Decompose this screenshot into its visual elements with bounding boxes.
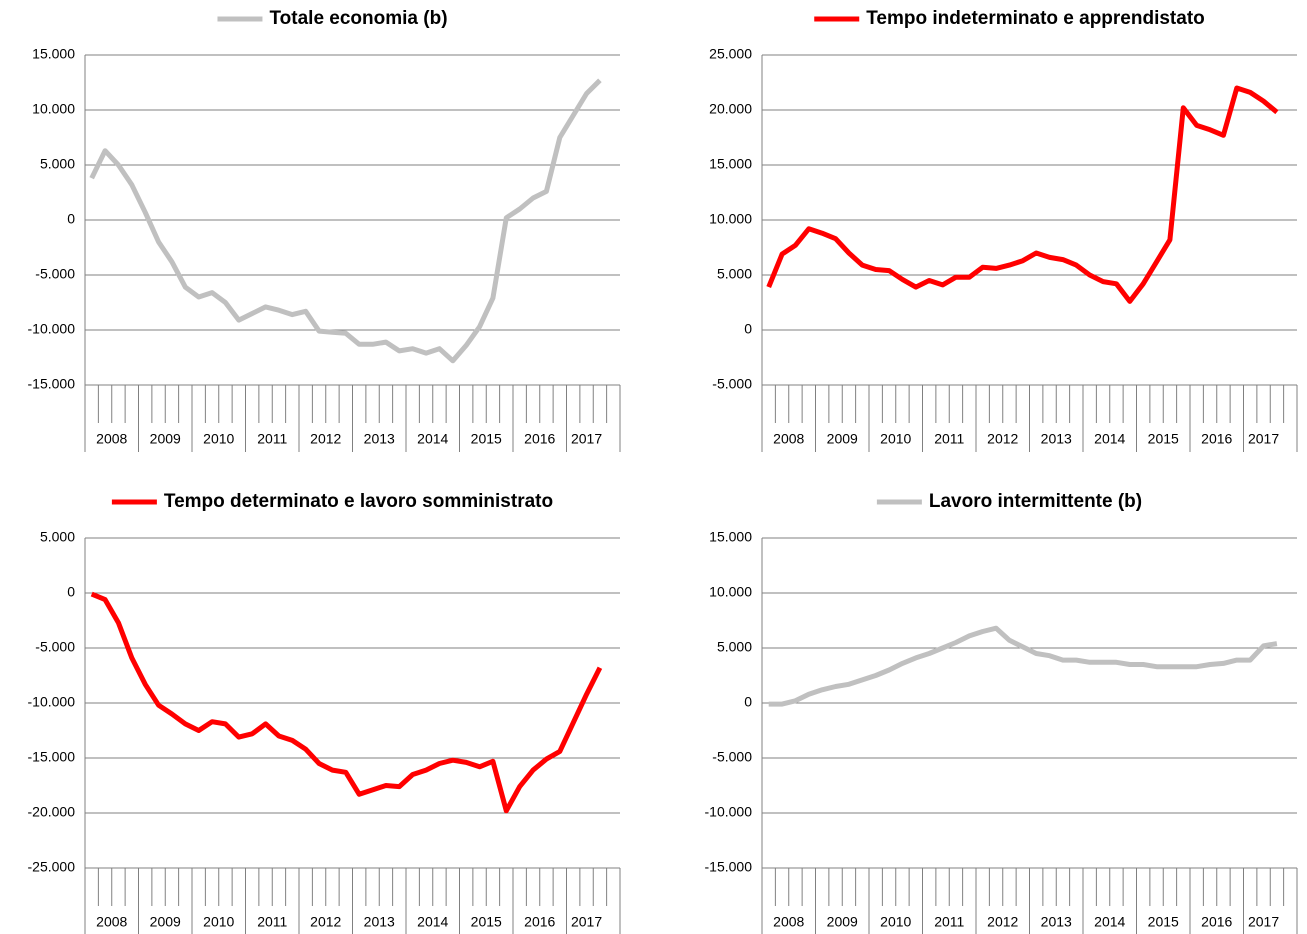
x-tick-label: 2009 (150, 431, 181, 447)
x-tick-label: 2010 (203, 914, 234, 930)
x-tick-label: 2008 (96, 431, 127, 447)
y-tick-label: 10.000 (709, 584, 752, 600)
data-line (89, 78, 602, 364)
x-tick-label: 2010 (203, 431, 234, 447)
y-tick-label: 5.000 (40, 156, 75, 172)
data-line (90, 591, 603, 814)
y-tick-label: -5.000 (35, 639, 75, 655)
data-line (768, 625, 1278, 707)
y-tick-label: 15.000 (709, 529, 752, 545)
y-tick-label: -20.000 (28, 804, 76, 820)
x-tick-label: 2017 (571, 431, 602, 447)
y-tick-label: 20.000 (709, 101, 752, 117)
legend-label: Tempo indeterminato e apprendistato (866, 8, 1205, 29)
x-tick-label: 2016 (1201, 431, 1232, 447)
y-tick-label: 5.000 (717, 639, 752, 655)
y-tick-label: -15.000 (28, 749, 76, 765)
x-tick-label: 2017 (571, 914, 602, 930)
y-tick-label: -10.000 (28, 694, 76, 710)
legend-label: Totale economia (b) (269, 8, 447, 29)
y-tick-label: 10.000 (32, 101, 75, 117)
y-tick-label: 15.000 (709, 156, 752, 172)
x-tick-label: 2015 (1148, 914, 1179, 930)
x-tick-label: 2008 (773, 431, 804, 447)
y-tick-label: -10.000 (28, 321, 76, 337)
y-tick-label: 0 (67, 584, 75, 600)
y-tick-label: 0 (744, 694, 752, 710)
x-tick-label: 2013 (1041, 431, 1072, 447)
x-tick-label: 2013 (364, 431, 395, 447)
x-tick-label: 2015 (1148, 431, 1179, 447)
x-tick-label: 2011 (257, 431, 287, 447)
x-tick-label: 2011 (257, 914, 287, 930)
x-tick-label: 2016 (1201, 914, 1232, 930)
x-tick-label: 2010 (880, 914, 911, 930)
x-tick-label: 2015 (471, 431, 502, 447)
x-tick-label: 2017 (1248, 431, 1279, 447)
data-line (766, 85, 1279, 304)
y-tick-label: -25.000 (28, 859, 76, 875)
x-tick-label: 2013 (364, 914, 395, 930)
y-tick-label: -5.000 (35, 266, 75, 282)
x-tick-label: 2011 (934, 431, 964, 447)
y-tick-label: -10.000 (705, 804, 753, 820)
y-tick-label: -15.000 (28, 376, 76, 392)
x-tick-label: 2013 (1041, 914, 1072, 930)
x-tick-label: 2014 (417, 914, 448, 930)
y-tick-label: 0 (67, 211, 75, 227)
x-tick-label: 2016 (524, 914, 555, 930)
y-tick-label: 0 (744, 321, 752, 337)
legend-label: Tempo determinato e lavoro somministrato (164, 491, 553, 512)
x-tick-label: 2009 (827, 431, 858, 447)
y-tick-label: 5.000 (40, 529, 75, 545)
x-tick-label: 2012 (987, 914, 1018, 930)
y-tick-label: 10.000 (709, 211, 752, 227)
x-tick-label: 2010 (880, 431, 911, 447)
y-tick-label: -5.000 (712, 376, 752, 392)
x-tick-label: 2012 (310, 431, 341, 447)
x-tick-label: 2012 (987, 431, 1018, 447)
y-tick-label: 25.000 (709, 46, 752, 62)
x-tick-label: 2008 (96, 914, 127, 930)
y-tick-label: -5.000 (712, 749, 752, 765)
x-tick-label: 2014 (417, 431, 448, 447)
x-tick-label: 2014 (1094, 914, 1125, 930)
legend-label: Lavoro intermittente (b) (929, 491, 1142, 512)
x-tick-label: 2015 (471, 914, 502, 930)
x-tick-label: 2011 (934, 914, 964, 930)
x-tick-label: 2009 (150, 914, 181, 930)
x-tick-label: 2012 (310, 914, 341, 930)
x-tick-label: 2017 (1248, 914, 1279, 930)
x-tick-label: 2009 (827, 914, 858, 930)
x-tick-label: 2014 (1094, 431, 1125, 447)
y-tick-label: 15.000 (32, 46, 75, 62)
y-tick-label: -15.000 (705, 859, 753, 875)
x-tick-label: 2008 (773, 914, 804, 930)
y-tick-label: 5.000 (717, 266, 752, 282)
x-tick-label: 2016 (524, 431, 555, 447)
